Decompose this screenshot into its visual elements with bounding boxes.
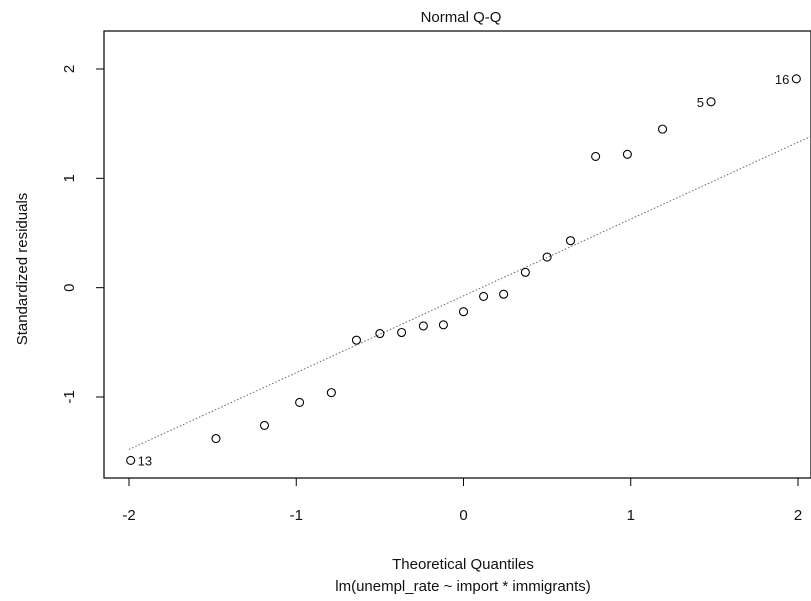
x-tick-label: 2	[794, 507, 802, 524]
plot-frame	[103, 30, 811, 479]
y-tick-label: 2	[61, 65, 78, 73]
x-tick-label: -2	[122, 507, 135, 524]
qq-reference-line	[128, 135, 811, 450]
y-tick-label: -1	[61, 390, 78, 403]
data-point	[375, 329, 385, 339]
data-point	[499, 289, 509, 299]
x-axis-label: Theoretical Quantiles	[392, 556, 534, 573]
data-point	[418, 321, 428, 331]
data-point	[295, 397, 305, 408]
data-point	[706, 97, 716, 107]
data-point	[657, 124, 668, 134]
point-label: 5	[697, 95, 704, 110]
y-axis-label: Standardized residuals	[14, 193, 31, 346]
x-axis: -2 -1 0 1 2	[122, 478, 802, 524]
x-tick-label: 1	[627, 507, 635, 524]
chart-title: Normal Q-Q	[421, 9, 502, 26]
points-layer	[126, 74, 801, 465]
data-point	[438, 320, 448, 330]
point-labels-layer: 13 5 16	[138, 72, 790, 469]
data-point	[791, 74, 801, 84]
data-point	[326, 388, 336, 398]
data-point	[397, 327, 407, 338]
data-point	[565, 236, 576, 246]
data-point	[479, 291, 489, 301]
y-axis: -1 0 1 2	[61, 65, 104, 404]
y-tick-label: 1	[61, 174, 78, 182]
data-point	[458, 307, 469, 317]
x-tick-label: -1	[290, 507, 303, 524]
reference-line-layer	[128, 135, 811, 450]
data-point	[622, 149, 632, 159]
y-tick-label: 0	[61, 283, 78, 291]
data-point	[591, 151, 601, 162]
point-label: 16	[775, 72, 789, 87]
data-point	[351, 335, 362, 345]
data-point	[211, 433, 221, 444]
data-point	[259, 420, 270, 430]
chart-subtitle: lm(unempl_rate ~ import * immigrants)	[335, 578, 591, 595]
data-point	[520, 267, 530, 277]
data-point	[126, 455, 136, 465]
point-label: 13	[138, 453, 152, 468]
data-point	[542, 252, 552, 262]
x-tick-label: 0	[459, 507, 467, 524]
